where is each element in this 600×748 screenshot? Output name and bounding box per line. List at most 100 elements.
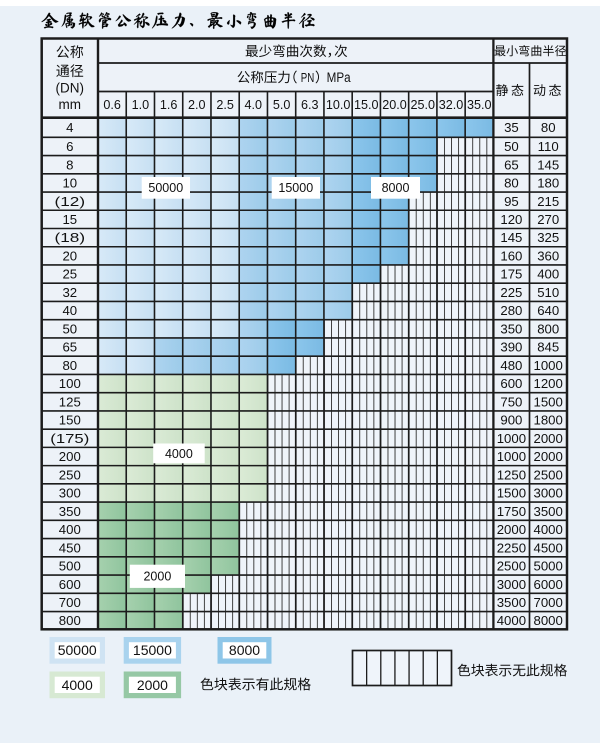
svg-text:2.0: 2.0	[188, 98, 206, 112]
svg-text:3000: 3000	[497, 577, 526, 592]
svg-text:PN: PN	[301, 70, 315, 85]
svg-text:125: 125	[59, 394, 81, 409]
svg-text:4.0: 4.0	[245, 98, 263, 112]
svg-text:32.0: 32.0	[439, 98, 464, 112]
svg-text:2000: 2000	[497, 522, 526, 537]
svg-text:25: 25	[62, 267, 77, 282]
svg-text:15000: 15000	[133, 642, 172, 658]
svg-text:280: 280	[500, 303, 522, 318]
svg-text:32: 32	[62, 285, 77, 300]
svg-text:2000: 2000	[137, 677, 168, 693]
svg-text:1200: 1200	[534, 376, 563, 391]
svg-text:6: 6	[66, 139, 73, 154]
svg-text:40: 40	[62, 303, 77, 318]
svg-text:145: 145	[500, 230, 522, 245]
svg-text:1000: 1000	[497, 431, 526, 446]
svg-text:4000: 4000	[62, 677, 93, 693]
svg-text:7000: 7000	[534, 595, 563, 610]
svg-text:2000: 2000	[534, 431, 563, 446]
svg-text:250: 250	[59, 467, 81, 482]
svg-text:(DN): (DN)	[56, 81, 85, 96]
svg-text:80: 80	[62, 358, 77, 373]
svg-text:1.0: 1.0	[132, 98, 150, 112]
svg-text:700: 700	[59, 595, 81, 610]
svg-text:160: 160	[500, 249, 522, 264]
svg-text:900: 900	[500, 413, 522, 428]
svg-text:600: 600	[59, 577, 81, 592]
svg-text:150: 150	[59, 413, 81, 428]
svg-text:2000: 2000	[534, 449, 563, 464]
svg-text:4000: 4000	[165, 447, 193, 461]
svg-text:3500: 3500	[497, 595, 526, 610]
svg-text:2000: 2000	[143, 570, 171, 584]
svg-text:510: 510	[537, 285, 559, 300]
svg-text:2.5: 2.5	[216, 98, 234, 112]
svg-text:600: 600	[500, 376, 522, 391]
svg-text:2250: 2250	[497, 540, 526, 555]
svg-text:3500: 3500	[534, 504, 563, 519]
svg-text:20: 20	[62, 249, 77, 264]
svg-text:845: 845	[537, 340, 559, 355]
svg-text:1000: 1000	[497, 449, 526, 464]
svg-text:8: 8	[66, 157, 73, 172]
svg-text:110: 110	[538, 139, 559, 154]
svg-text:640: 640	[537, 303, 559, 318]
svg-text:180: 180	[537, 176, 559, 191]
svg-text:(18): (18)	[55, 230, 86, 245]
svg-text:10: 10	[62, 176, 77, 191]
svg-text:325: 325	[537, 230, 559, 245]
svg-text:8000: 8000	[382, 181, 410, 195]
svg-text:1.6: 1.6	[160, 98, 178, 112]
svg-text:65: 65	[62, 340, 77, 355]
svg-text:95: 95	[504, 194, 519, 209]
svg-text:25.0: 25.0	[411, 98, 436, 112]
svg-text:450: 450	[59, 540, 81, 555]
svg-text:10.0: 10.0	[326, 98, 351, 112]
svg-text:50: 50	[62, 321, 77, 336]
svg-text:800: 800	[537, 321, 559, 336]
svg-text:350: 350	[500, 321, 522, 336]
svg-text:1500: 1500	[534, 394, 563, 409]
svg-text:80: 80	[541, 120, 556, 135]
svg-text:80: 80	[504, 176, 519, 191]
svg-text:1000: 1000	[534, 358, 563, 373]
svg-text:225: 225	[500, 285, 522, 300]
svg-text:120: 120	[500, 212, 522, 227]
svg-text:65: 65	[504, 157, 519, 172]
svg-text:1250: 1250	[497, 467, 526, 482]
svg-text:35.0: 35.0	[467, 98, 492, 112]
svg-text:300: 300	[59, 486, 81, 501]
svg-text:15: 15	[62, 212, 77, 227]
svg-text:35: 35	[504, 120, 519, 135]
svg-text:500: 500	[59, 559, 81, 574]
svg-text:175: 175	[500, 267, 522, 282]
svg-text:8000: 8000	[534, 613, 563, 628]
svg-text:0.6: 0.6	[103, 98, 121, 112]
svg-text:350: 350	[59, 504, 81, 519]
svg-text:4000: 4000	[497, 613, 526, 628]
svg-text:215: 215	[537, 194, 559, 209]
svg-text:20.0: 20.0	[382, 98, 407, 112]
svg-text:6.3: 6.3	[301, 98, 319, 112]
svg-text:270: 270	[537, 212, 559, 227]
svg-text:15000: 15000	[278, 181, 313, 195]
svg-text:8000: 8000	[229, 642, 260, 658]
svg-text:4: 4	[66, 120, 73, 135]
svg-text:1800: 1800	[534, 413, 563, 428]
svg-text:400: 400	[59, 522, 81, 537]
svg-text:50: 50	[504, 139, 519, 154]
svg-text:145: 145	[537, 157, 559, 172]
svg-text:5000: 5000	[534, 559, 563, 574]
svg-text:(175): (175)	[50, 431, 89, 446]
svg-text:360: 360	[537, 249, 559, 264]
svg-text:390: 390	[500, 340, 522, 355]
svg-text:(12): (12)	[55, 194, 86, 209]
svg-text:50000: 50000	[148, 181, 183, 195]
svg-text:2500: 2500	[534, 467, 563, 482]
svg-text:800: 800	[59, 613, 81, 628]
svg-text:15.0: 15.0	[354, 98, 379, 112]
svg-text:5.0: 5.0	[273, 98, 291, 112]
svg-text:200: 200	[59, 449, 81, 464]
svg-text:1750: 1750	[497, 504, 526, 519]
svg-text:MPa: MPa	[327, 70, 351, 85]
